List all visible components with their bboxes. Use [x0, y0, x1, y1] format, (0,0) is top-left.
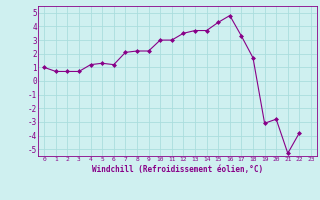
X-axis label: Windchill (Refroidissement éolien,°C): Windchill (Refroidissement éolien,°C) [92, 165, 263, 174]
